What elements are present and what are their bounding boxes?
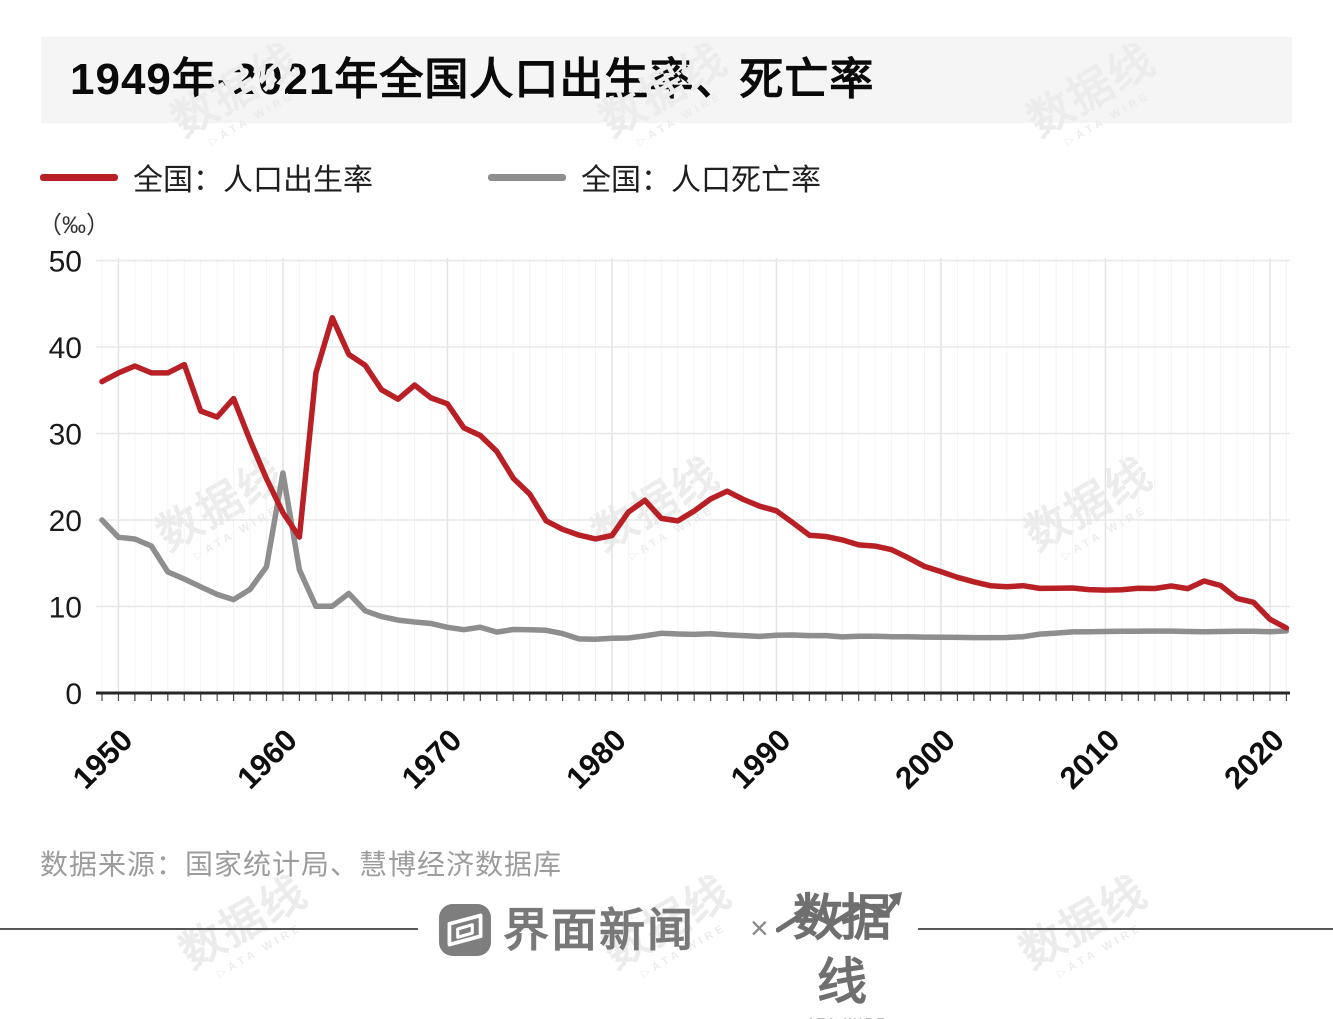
- jiemian-news-wordmark: 界面新闻: [503, 904, 695, 956]
- data-wire-logo: 数据线 ▷ATA WIRE: [776, 886, 906, 1019]
- title-bar: 1949年-2021年全国人口出生率、死亡率: [41, 37, 1292, 123]
- svg-text:1980: 1980: [559, 722, 633, 796]
- horizontal-gridlines: [96, 259, 1290, 608]
- data-source-note: 数据来源：国家统计局、慧博经济数据库: [40, 849, 563, 880]
- svg-text:0: 0: [65, 678, 82, 711]
- legend-item-birth-rate: 全国：人口出生率: [40, 155, 373, 199]
- data-wire-subtitle: ▷ATA WIRE: [776, 1016, 906, 1019]
- data-wire-zigzag-icon: [776, 892, 902, 933]
- svg-text:20: 20: [49, 505, 82, 538]
- svg-text:1960: 1960: [230, 722, 304, 796]
- svg-text:50: 50: [49, 246, 82, 279]
- decade-gridlines: [117, 258, 1271, 693]
- svg-text:30: 30: [49, 419, 82, 452]
- birth-rate-line: [99, 315, 1290, 631]
- death-rate-swatch: [488, 173, 566, 181]
- footer-multiply-separator: ×: [750, 910, 769, 946]
- svg-text:1970: 1970: [395, 722, 469, 796]
- x-axis-labels: 1950 1960 1970 1980 1990 2000 2010 2020: [66, 722, 1291, 796]
- y-axis-labels: 0 10 20 30 40 50: [49, 246, 82, 712]
- year-gridlines: [101, 258, 1287, 693]
- x-axis: [96, 691, 1290, 701]
- chart-title: 1949年-2021年全国人口出生率、死亡率: [70, 55, 875, 104]
- svg-text:1950: 1950: [66, 722, 140, 796]
- y-axis-unit-label: （‰）: [38, 212, 110, 239]
- footer-divider-right: [918, 928, 1333, 930]
- svg-text:2000: 2000: [888, 722, 962, 796]
- svg-text:40: 40: [49, 332, 82, 365]
- data-wire-wordmark: 数据线: [793, 890, 891, 1010]
- birth-rate-swatch: [40, 173, 118, 181]
- svg-text:1990: 1990: [724, 722, 798, 796]
- svg-text:10: 10: [49, 592, 82, 625]
- svg-text:2010: 2010: [1053, 722, 1127, 796]
- death-rate-legend-label: 全国：人口死亡率: [581, 164, 821, 197]
- legend-item-death-rate: 全国：人口死亡率: [488, 155, 821, 199]
- footer-divider-left: [0, 928, 418, 930]
- svg-text:2020: 2020: [1217, 722, 1291, 796]
- birth-rate-legend-label: 全国：人口出生率: [133, 164, 373, 197]
- jiemian-news-logo-icon: [439, 904, 491, 956]
- death-rate-line: [99, 470, 1290, 643]
